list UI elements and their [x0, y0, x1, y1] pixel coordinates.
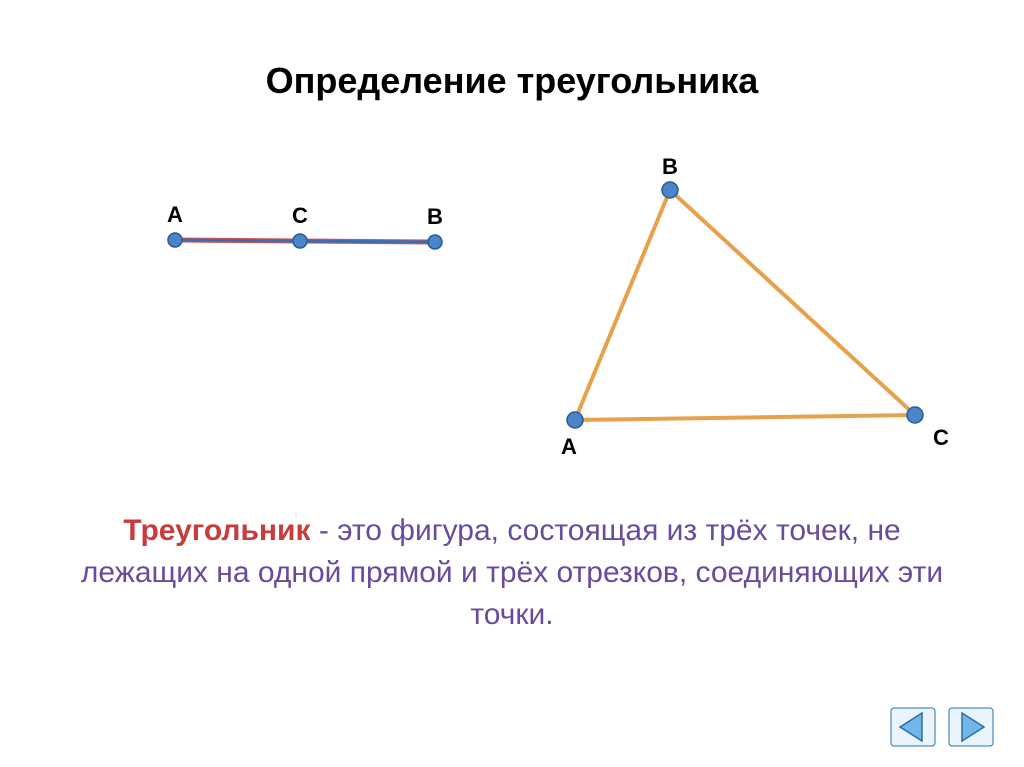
triangle-right-icon: [948, 707, 994, 747]
svg-text:A: A: [167, 202, 183, 227]
svg-text:B: B: [427, 204, 443, 229]
slide-title: Определение треугольника: [0, 60, 1024, 102]
svg-text:B: B: [662, 154, 678, 179]
nav-controls: [890, 707, 994, 747]
diagram-area: A C B B C A: [0, 150, 1024, 480]
prev-button[interactable]: [890, 707, 936, 747]
svg-text:A: A: [561, 434, 577, 459]
definition-separator: -: [311, 514, 338, 547]
svg-text:C: C: [933, 425, 949, 450]
triangle-left-icon: [890, 707, 936, 747]
next-button[interactable]: [948, 707, 994, 747]
svg-text:C: C: [292, 203, 308, 228]
geometry-diagram: A C B B C A: [0, 150, 1024, 480]
definition-term: Треугольник: [123, 514, 310, 547]
definition-text: Треугольник - это фигура, состоящая из т…: [60, 510, 964, 636]
